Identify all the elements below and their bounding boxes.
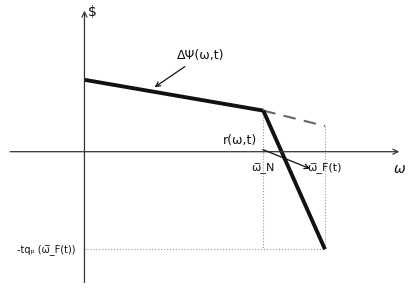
Text: r(ω,t): r(ω,t): [223, 134, 309, 168]
Text: ω̅_F(t): ω̅_F(t): [308, 162, 342, 173]
Text: $: $: [88, 5, 97, 19]
Text: ΔΨ(ω,t): ΔΨ(ω,t): [156, 49, 224, 86]
Text: ω̅_N: ω̅_N: [252, 162, 275, 173]
Text: -tqₚ (ω̅_F(t)): -tqₚ (ω̅_F(t)): [17, 244, 75, 255]
Text: ω: ω: [393, 162, 405, 176]
